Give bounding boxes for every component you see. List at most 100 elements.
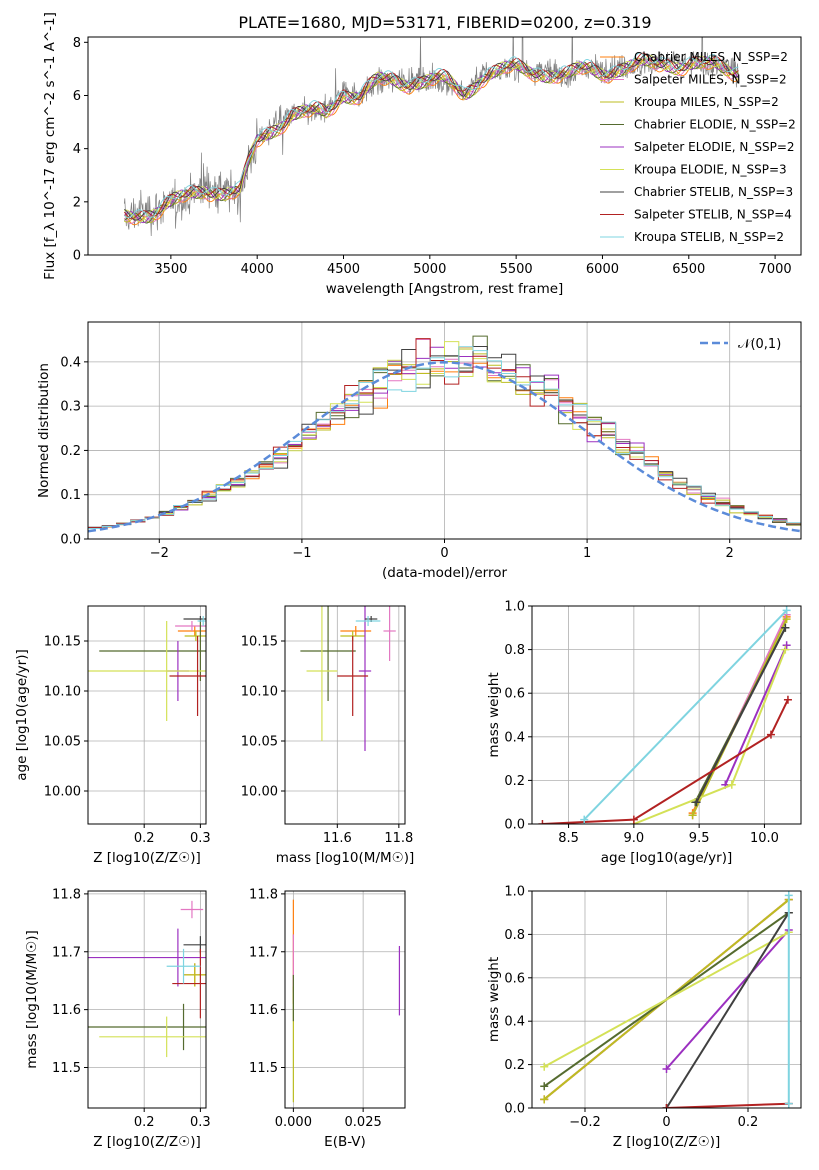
mass-weight-line — [583, 609, 788, 821]
mass-weight-line — [695, 627, 787, 803]
x-tick-label: 0.2 — [134, 831, 155, 846]
y-axis-label: age [log10(age/yr)] — [14, 649, 30, 781]
y-axis-label: Normed distribution — [36, 363, 52, 498]
plot-area — [538, 606, 792, 824]
x-tick-label: −2 — [150, 546, 169, 561]
axes-frame: −2 −1 0 1 2 0.0 0.1 0.2 0.3 0.4 (data-model)/error… — [36, 321, 802, 581]
mass-weight-line — [542, 699, 789, 824]
residual-histogram-step — [88, 346, 801, 528]
x-tick-label: 0.2 — [134, 1115, 155, 1130]
x-tick-label: 5500 — [500, 262, 533, 277]
y-axis-label: mass weight — [486, 957, 502, 1042]
y-tick-label: 11.7 — [52, 945, 81, 960]
axes-border — [87, 605, 207, 825]
y-tick-label: 11.5 — [249, 1061, 278, 1076]
y-tick-label: 0.2 — [504, 774, 525, 789]
plot-area — [88, 335, 801, 533]
y-tick-label: 0.0 — [504, 818, 525, 833]
x-tick-label: 0 — [440, 546, 448, 561]
y-axis-label: mass weight — [486, 672, 502, 757]
residual-histogram-panel: −2 −1 0 1 2 0.0 0.1 0.2 0.3 0.4 (data-model)/error… — [36, 321, 802, 581]
mass-weight-marker — [662, 1064, 671, 1073]
x-axis-label: Z [log10(Z/Z☉)] — [93, 1134, 201, 1150]
error-bar-point — [300, 606, 356, 701]
y-tick-label: 1.0 — [504, 885, 525, 900]
mass-vs-extinction-panel: 0.000 0.025 11.5 11.6 11.7 11.8 E(B-V) — [249, 887, 406, 1150]
model-spectrum-line — [124, 56, 739, 224]
y-tick-label: 11.6 — [249, 1003, 278, 1018]
axes-frame: 0.2 0.3 11.5 11.6 11.7 11.8 Z [log10(Z/Z☉)] mas… — [24, 887, 211, 1150]
y-tick-label: 0.2 — [504, 1058, 525, 1073]
age-vs-mass-panel: 11.6 11.8 10.00 10.05 10.10 10.15 mass [log10(… — [241, 605, 414, 866]
x-tick-label: 0.025 — [345, 1115, 382, 1130]
mass-weight-marker — [781, 623, 790, 632]
legend-label: Chabrier STELIB, N_SSP=3 — [634, 185, 793, 199]
x-tick-label: 0.3 — [190, 1115, 211, 1130]
y-tick-label: 10.10 — [241, 685, 278, 700]
mass-weight-line — [665, 912, 790, 1108]
error-bar-point — [337, 636, 369, 716]
axes-border — [87, 36, 802, 256]
legend-label: 𝒩(0,1) — [738, 337, 781, 352]
y-tick-label: 10.05 — [241, 735, 278, 750]
spectrum-legend: Chabrier MILES, N_SSP=2 Salpeter MILES, N… — [600, 50, 796, 244]
legend-label: Salpeter MILES, N_SSP=2 — [634, 73, 787, 87]
mass-weight-marker — [538, 820, 547, 824]
mass-weight-marker — [692, 798, 701, 807]
error-bar-point — [180, 900, 204, 919]
x-tick-label: 7000 — [759, 262, 792, 277]
x-tick-label: 0 — [662, 1115, 670, 1130]
y-tick-label: 10.05 — [44, 735, 81, 750]
mass-weight-marker — [783, 695, 792, 704]
y-tick-label: 0.6 — [504, 971, 525, 986]
mass-weight-marker — [784, 1099, 793, 1108]
error-bar-point — [184, 631, 206, 641]
x-axis-label: E(B-V) — [324, 1134, 366, 1150]
mass-weight-vs-metallicity-panel: −0.2 0 0.2 0.0 0.2 0.4 0.6 0.8 1.0 Z [log10(Z/Z☉)… — [486, 885, 802, 1150]
legend-label: Chabrier MILES, N_SSP=2 — [634, 50, 788, 64]
y-tick-label: 0.3 — [60, 400, 81, 415]
mass-weight-marker — [688, 811, 697, 820]
y-tick-label: 0.6 — [504, 687, 525, 702]
error-bar-point — [169, 636, 206, 716]
plot-area — [292, 899, 401, 1103]
axes-border — [87, 321, 802, 540]
mass-weight-marker — [781, 645, 790, 654]
model-spectrum-line — [123, 56, 739, 224]
plot-area — [88, 616, 206, 721]
mass-weight-marker — [727, 780, 736, 789]
mass-weight-marker — [540, 1082, 549, 1091]
mass-weight-line — [666, 1102, 789, 1108]
x-tick-label: 10.0 — [750, 831, 779, 846]
residual-histogram-step — [88, 346, 801, 529]
x-tick-label: 4000 — [241, 262, 274, 277]
y-tick-label: 4 — [73, 142, 81, 157]
mass-weight-marker — [540, 1062, 549, 1071]
figure-title: PLATE=1680, MJD=53171, FIBERID=0200, z=0… — [238, 13, 651, 32]
model-spectrum-line — [123, 52, 739, 220]
model-spectrum-line — [123, 57, 739, 224]
axes-border — [531, 605, 802, 825]
plot-area — [123, 37, 739, 237]
y-tick-label: 6 — [73, 89, 81, 104]
axes-frame: 8.5 9.0 9.5 10.0 0.0 0.2 0.4 0.6 0.8 1.0 age [log1… — [486, 600, 802, 866]
x-tick-label: 4500 — [327, 262, 360, 277]
y-tick-label: 10.00 — [241, 785, 278, 800]
axes-frame: 0.2 0.3 10.00 10.05 10.10 10.15 Z [log10(Z/Z☉)… — [14, 605, 211, 866]
error-bar-point — [172, 948, 206, 1019]
y-axis-label: mass [log10(M/M☉)] — [24, 930, 40, 1069]
model-spectrum-line — [123, 52, 739, 218]
error-bar-point — [197, 616, 206, 626]
x-tick-label: 9.5 — [689, 831, 710, 846]
axes-frame: 3500 4000 4500 5000 5500 6000 6500 7000 0 2 4 6 8 wav… — [42, 12, 802, 297]
error-bar-point — [99, 621, 206, 681]
legend-label: Kroupa STELIB, N_SSP=2 — [634, 230, 784, 244]
spectrum-panel: 3500 4000 4500 5000 5500 6000 6500 7000 0 2 4 6 8 wav… — [42, 12, 802, 297]
legend-label: Salpeter ELODIE, N_SSP=2 — [634, 140, 795, 154]
error-bar-point — [88, 928, 206, 987]
y-axis-label: Flux [f_λ 10^-17 erg cm^-2 s^-1 A^-1] — [42, 12, 58, 280]
y-tick-label: 11.5 — [52, 1061, 81, 1076]
error-bar-point — [383, 606, 396, 661]
normal-curve-line — [88, 361, 801, 533]
